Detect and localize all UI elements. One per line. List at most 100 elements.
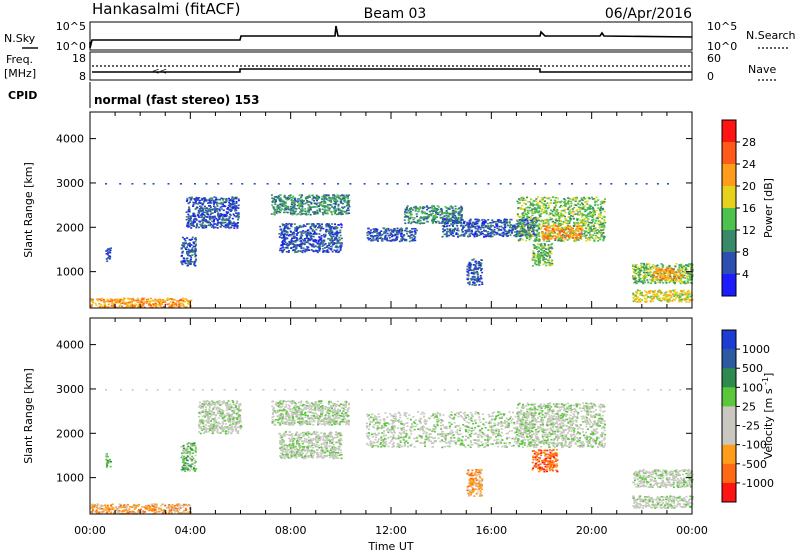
- data-cell: [603, 226, 606, 229]
- data-cell: [279, 211, 282, 214]
- data-cell: [452, 235, 455, 237]
- data-cell: [587, 225, 590, 228]
- data-cell: [413, 230, 416, 232]
- data-cell: [291, 206, 294, 209]
- data-cell: [346, 197, 349, 199]
- data-cell: [209, 206, 212, 208]
- data-cell: [488, 228, 491, 230]
- data-cell: [452, 225, 454, 227]
- data-cell: [534, 235, 537, 237]
- data-cell: [526, 200, 529, 203]
- data-cell: [474, 227, 477, 230]
- data-cell: [581, 228, 584, 231]
- data-cell: [342, 194, 345, 197]
- data-cell: [284, 224, 287, 227]
- data-cell: [317, 226, 319, 229]
- data-cell: [309, 243, 312, 246]
- data-cell: [521, 223, 524, 225]
- data-cell: [291, 233, 294, 236]
- data-cell: [223, 225, 225, 228]
- data-cell: [142, 304, 145, 307]
- data-cell: [532, 244, 535, 246]
- data-cell: [205, 225, 208, 227]
- data-cell: [457, 217, 460, 220]
- data-cell: [666, 275, 669, 277]
- data-cell: [527, 225, 529, 228]
- data-cell: [539, 254, 542, 256]
- data-cell: [688, 275, 691, 278]
- data-cell: [348, 200, 351, 202]
- data-cell: [591, 237, 594, 239]
- data-cell: [516, 200, 519, 203]
- data-cell: [474, 264, 477, 266]
- data-cell: [294, 200, 297, 202]
- data-cell: [602, 202, 605, 204]
- data-cell: [313, 230, 315, 232]
- data-cell: [576, 219, 579, 221]
- data-cell: [310, 203, 313, 205]
- data-cell: [523, 226, 526, 229]
- data-cell: [322, 251, 325, 253]
- data-cell: [526, 213, 529, 216]
- data-cell: [273, 209, 276, 212]
- data-cell: [634, 293, 637, 296]
- data-cell: [674, 278, 676, 281]
- data-cell: [331, 233, 334, 236]
- data-cell: [222, 197, 225, 200]
- data-cell: [589, 206, 592, 208]
- data-cell: [328, 207, 331, 210]
- data-cell: [589, 227, 592, 229]
- data-cell: [106, 260, 109, 262]
- data-cell: [467, 236, 470, 238]
- data-cell: [310, 206, 313, 209]
- data-cell: [135, 299, 138, 302]
- data-cell: [538, 238, 541, 241]
- data-cell: [504, 233, 506, 235]
- data-cell: [680, 300, 683, 303]
- data-cell: [334, 206, 336, 208]
- data-cell: [286, 207, 289, 210]
- data-cell: [281, 251, 284, 254]
- data-cell: [199, 210, 202, 212]
- data-cell: [98, 306, 101, 309]
- data-cell: [308, 207, 311, 209]
- data-cell: [185, 211, 188, 213]
- data-cell: [228, 197, 230, 200]
- data-cell: [564, 218, 567, 220]
- data-cell: [300, 196, 302, 198]
- data-cell: [326, 245, 329, 247]
- data-cell: [540, 226, 543, 229]
- data-cell: [544, 252, 547, 255]
- data-cell: [100, 304, 103, 306]
- data-cell: [214, 206, 216, 209]
- data-cell: [519, 216, 522, 218]
- data-cell: [532, 224, 535, 227]
- data-cell: [447, 234, 450, 237]
- data-cell: [475, 284, 478, 286]
- data-cell: [325, 225, 328, 227]
- data-cell: [329, 231, 331, 233]
- data-cell: [567, 197, 570, 199]
- data-cell: [423, 217, 426, 220]
- data-cell: [588, 212, 591, 214]
- data-cell: [660, 279, 663, 282]
- data-cell: [148, 303, 151, 305]
- data-cell: [229, 208, 232, 211]
- data-cell: [531, 208, 534, 211]
- data-cell: [321, 198, 323, 200]
- data-cell: [195, 207, 198, 210]
- data-cell: [300, 244, 303, 246]
- data-cell: [658, 299, 661, 302]
- data-cell: [194, 245, 197, 248]
- data-cell: [366, 232, 369, 234]
- data-cell: [283, 209, 286, 211]
- data-cell: [292, 205, 295, 207]
- data-cell: [638, 280, 641, 282]
- data-cell: [210, 202, 213, 204]
- data-cell: [599, 214, 602, 217]
- data-cell: [310, 232, 313, 235]
- data-cell: [285, 227, 288, 229]
- data-cell: [645, 272, 648, 274]
- data-cell: [337, 196, 339, 198]
